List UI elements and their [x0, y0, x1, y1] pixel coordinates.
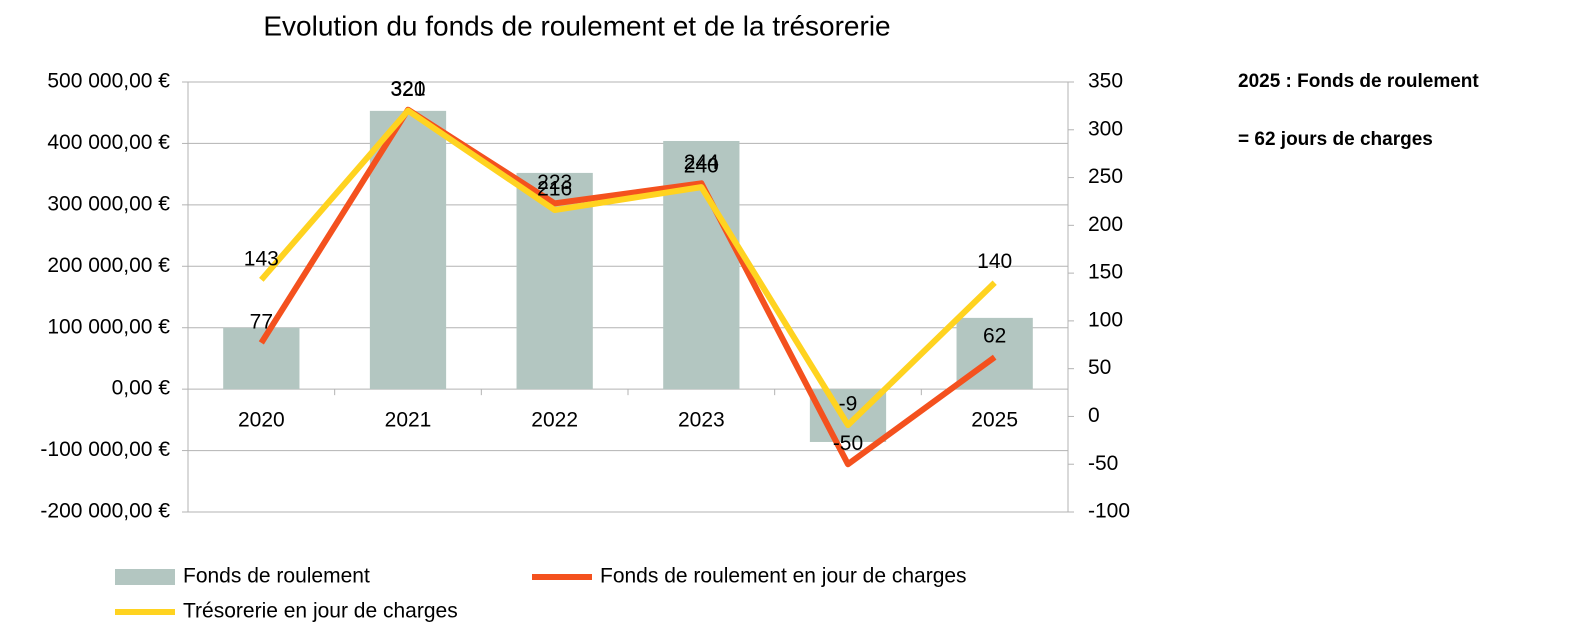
y-tick-label: 500 000,00 € [47, 70, 170, 93]
y-tick-label: 400 000,00 € [47, 131, 170, 154]
annotation: 2025 : Fonds de roulement [1238, 71, 1479, 92]
data-label: 143 [244, 247, 279, 270]
data-label: 77 [250, 310, 273, 333]
data-label: 320 [390, 78, 425, 101]
data-label: 216 [537, 178, 572, 201]
x-tick-label: 2021 [385, 409, 432, 432]
y2-tick-label: 200 [1088, 213, 1123, 236]
chart-title: Evolution du fonds de roulement et de la… [263, 10, 890, 41]
y-tick-label: 200 000,00 € [47, 254, 170, 277]
y-tick-label: 0,00 € [112, 377, 171, 400]
bar [223, 327, 300, 390]
line [259, 107, 997, 429]
y2-tick-label: 100 [1088, 308, 1123, 331]
y2-tick-label: 150 [1088, 261, 1123, 284]
bar [369, 110, 447, 390]
legend-label: Trésorerie en jour de charges [183, 600, 458, 623]
y-tick-label: 300 000,00 € [47, 192, 170, 215]
legend-swatch [115, 569, 175, 585]
data-label: 321 [390, 77, 425, 100]
y2-tick-label: 300 [1088, 117, 1123, 140]
y2-tick-label: -50 [1088, 452, 1118, 475]
data-label: 62 [983, 325, 1006, 348]
y-tick-label: -100 000,00 € [40, 438, 170, 461]
y-tick-label: 100 000,00 € [47, 315, 170, 338]
x-tick-label: 2022 [531, 409, 578, 432]
y2-tick-label: 50 [1088, 356, 1111, 379]
data-label: 244 [684, 151, 719, 174]
y-tick-label: -200 000,00 € [40, 500, 170, 523]
x-tick-label: 2025 [971, 409, 1018, 432]
data-label: -50 [833, 432, 863, 455]
data-label: 240 [684, 155, 719, 178]
y2-tick-label: 350 [1088, 70, 1123, 93]
data-label: 223 [537, 171, 572, 194]
data-label: -9 [839, 393, 858, 416]
y2-tick-label: -100 [1088, 500, 1130, 523]
legend-label: Fonds de roulement en jour de charges [600, 565, 967, 588]
x-tick-label: 2023 [678, 409, 725, 432]
y2-tick-label: 0 [1088, 404, 1100, 427]
x-tick-label: 2020 [238, 409, 285, 432]
legend-label: Fonds de roulement [183, 565, 370, 588]
y2-tick-label: 250 [1088, 165, 1123, 188]
data-label: 140 [977, 250, 1012, 273]
bar [663, 140, 740, 390]
annotation: = 62 jours de charges [1238, 129, 1433, 150]
line [258, 106, 997, 468]
